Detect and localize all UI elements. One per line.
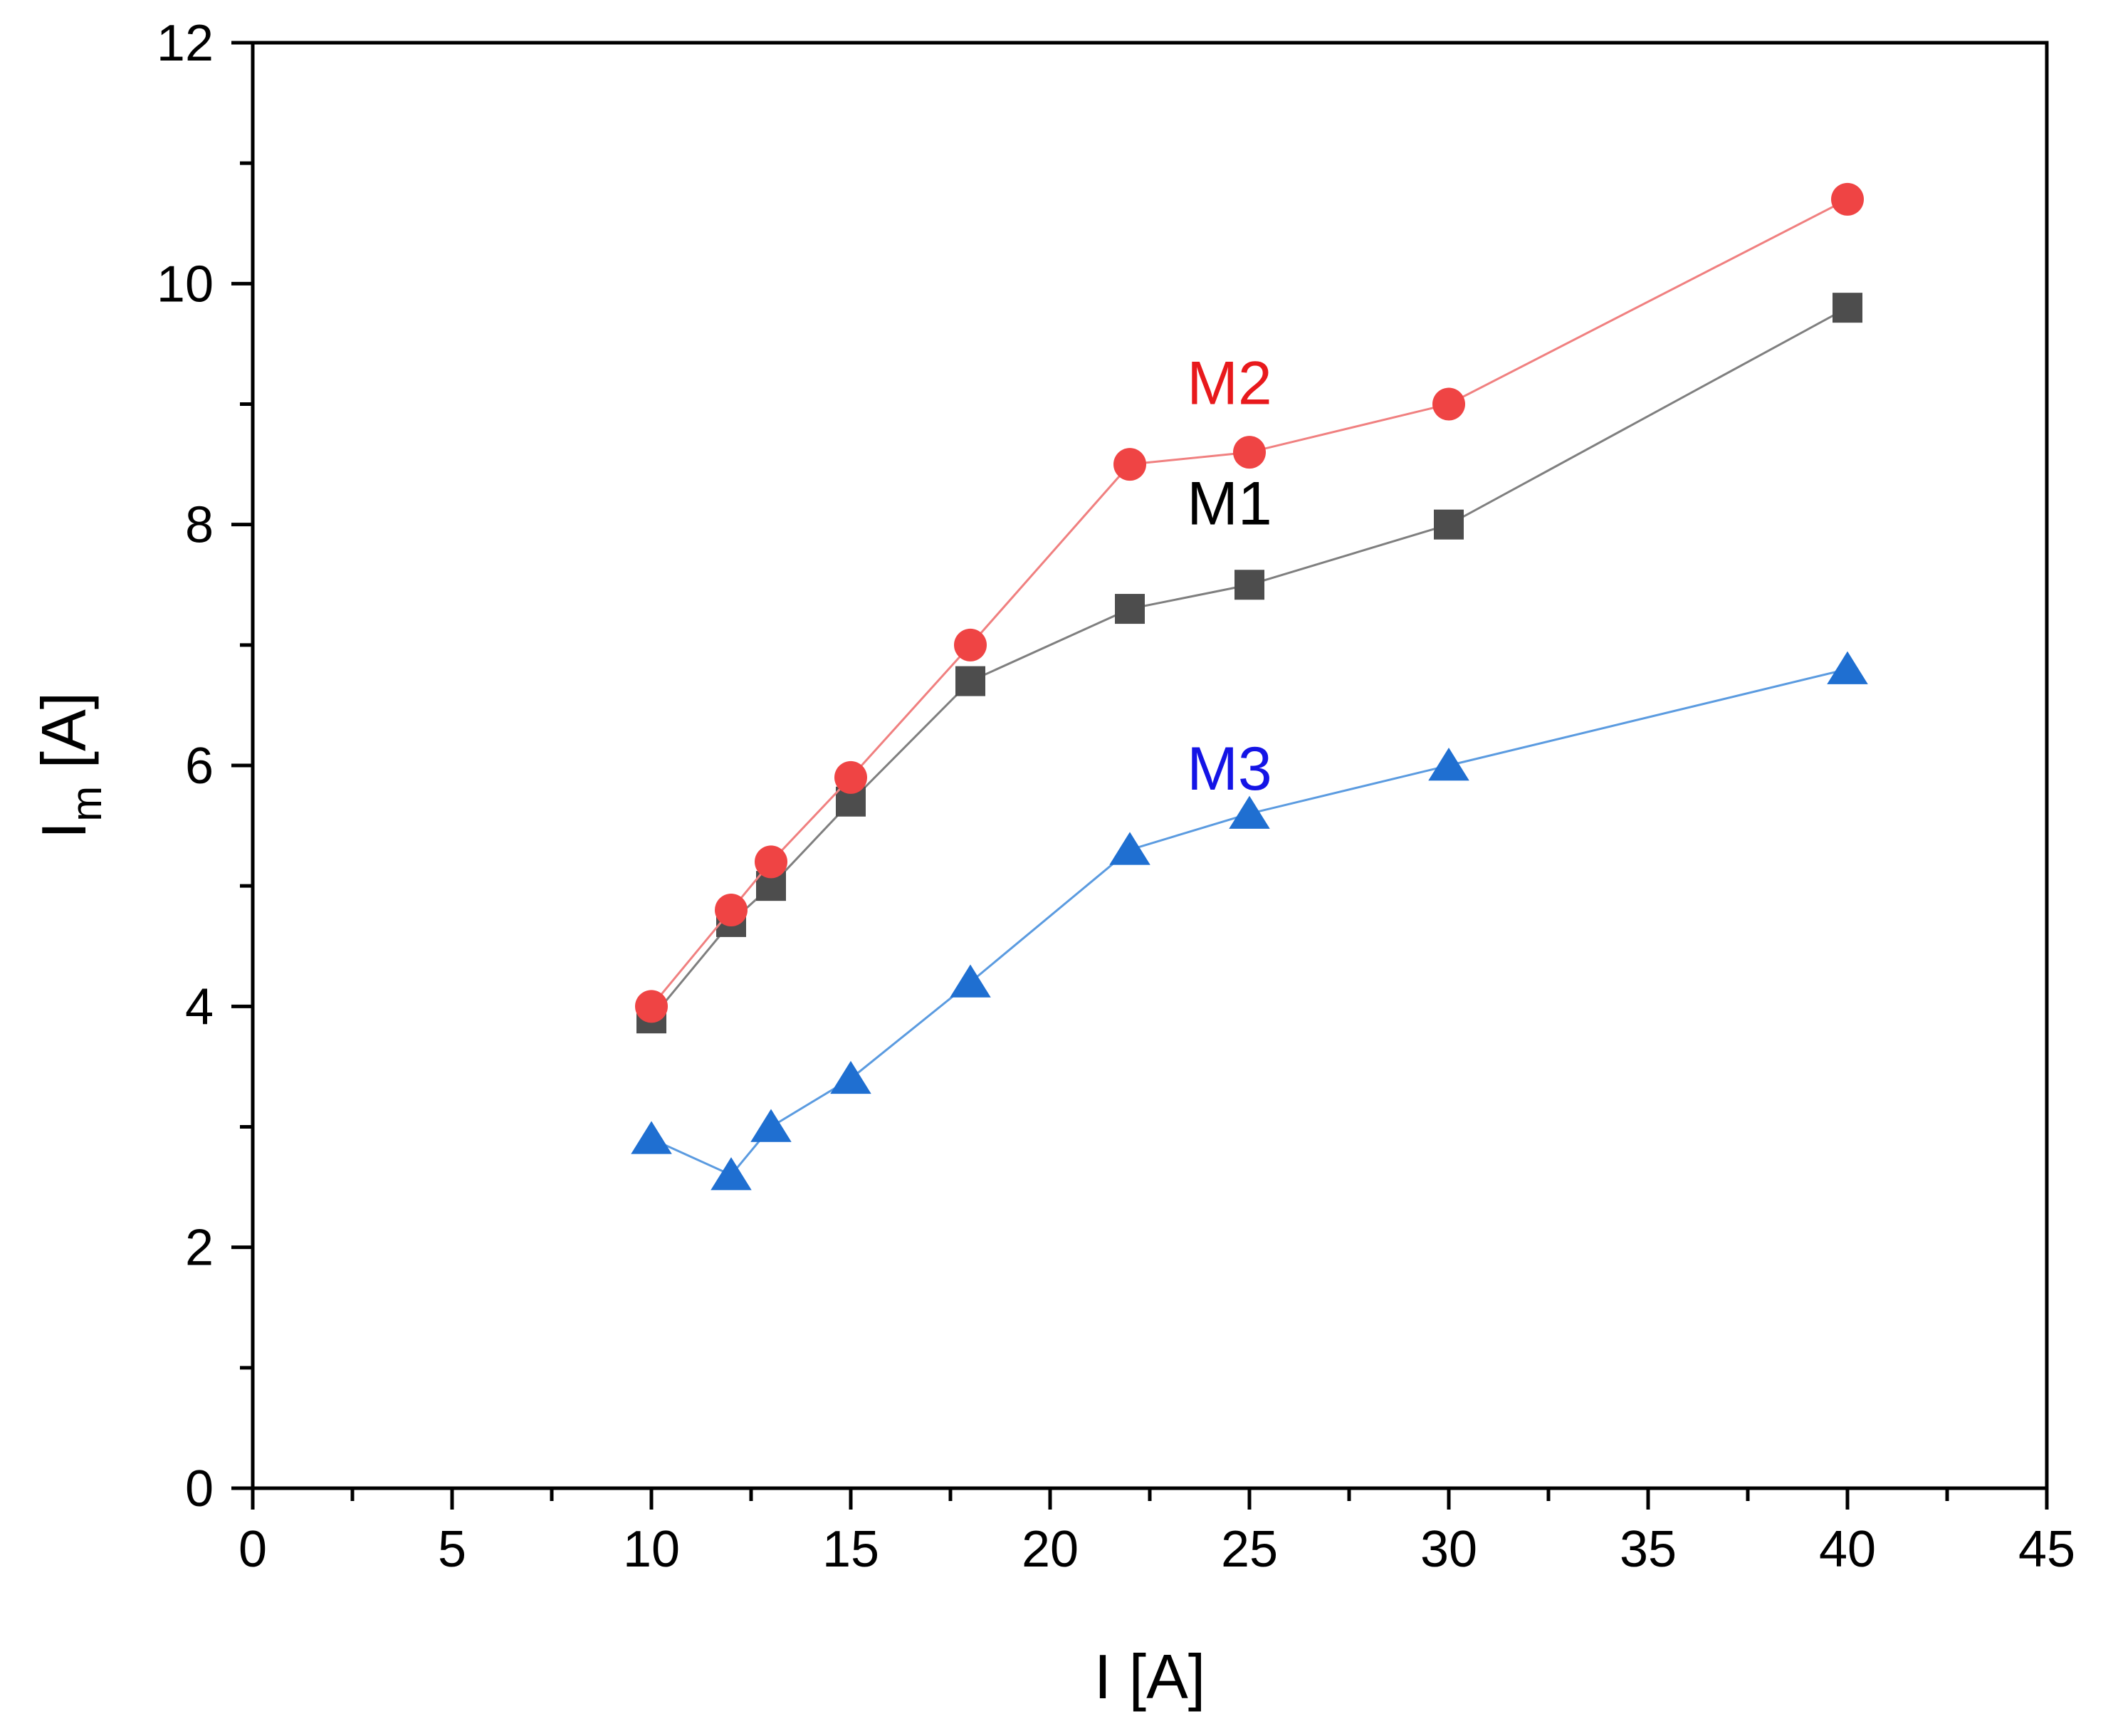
x-tick-label: 25 [1221,1521,1278,1578]
data-point-m2 [1233,436,1266,469]
data-point-m1 [1234,570,1264,600]
data-point-m3 [711,1157,752,1191]
data-point-m3 [1827,651,1868,684]
data-point-m3 [631,1121,672,1154]
x-axis: 0 5 10 15 20 25 30 35 40 45 [238,1488,2075,1578]
x-tick-label: 15 [822,1521,879,1578]
y-axis-title-subscript: m [63,786,110,822]
x-tick-label: 30 [1420,1521,1477,1578]
x-tick-label: 20 [1022,1521,1079,1578]
data-point-m1 [1833,293,1862,323]
y-tick-label: 0 [185,1460,214,1517]
y-tick-label: 10 [157,256,214,313]
data-point-m1 [955,666,985,696]
y-tick-label: 12 [157,15,214,72]
data-point-m3 [1229,795,1270,829]
data-point-m3 [830,1060,871,1094]
data-point-m2 [715,894,748,926]
plot-frame [251,41,2049,1490]
data-point-m2 [1432,387,1465,421]
y-tick-label: 8 [185,497,214,554]
x-tick-label: 45 [2018,1521,2075,1578]
data-point-m2 [954,628,987,662]
series-label-m1: M1 [1187,470,1272,538]
data-point-m2 [1831,182,1864,216]
x-tick-label: 5 [438,1521,466,1578]
series-m3: M3 [631,651,1868,1191]
x-tick-label: 0 [238,1521,267,1578]
series-m2: M2 [635,182,1864,1023]
series-label-m2: M2 [1187,350,1272,418]
x-axis-title: I [A] [1094,1641,1206,1712]
data-point-m3 [1428,748,1469,781]
series-layer: M1 M3 M2 [631,182,1868,1191]
x-tick-label: 10 [623,1521,680,1578]
data-point-m2 [834,760,867,794]
data-point-m1 [1115,594,1145,624]
data-point-m3 [1109,832,1150,865]
x-tick-label: 40 [1819,1521,1876,1578]
data-point-m3 [950,964,991,998]
series-line-m2 [650,198,1848,1008]
series-label-m3: M3 [1187,735,1272,803]
y-axis-title: Im [A] [28,692,110,839]
y-axis-title-main: I [28,822,99,839]
y-tick-label: 2 [185,1220,214,1277]
y-tick-label: 4 [185,978,214,1035]
y-tick-label: 6 [185,738,214,795]
data-point-m2 [755,845,787,879]
x-tick-label: 35 [1620,1521,1677,1578]
y-axis: 0 2 4 6 8 10 12 [157,15,253,1517]
data-point-m3 [750,1109,792,1142]
data-point-m2 [635,990,668,1023]
y-axis-title-unit: [A] [28,692,99,786]
data-point-m1 [1434,509,1464,540]
data-point-m2 [1113,448,1146,481]
